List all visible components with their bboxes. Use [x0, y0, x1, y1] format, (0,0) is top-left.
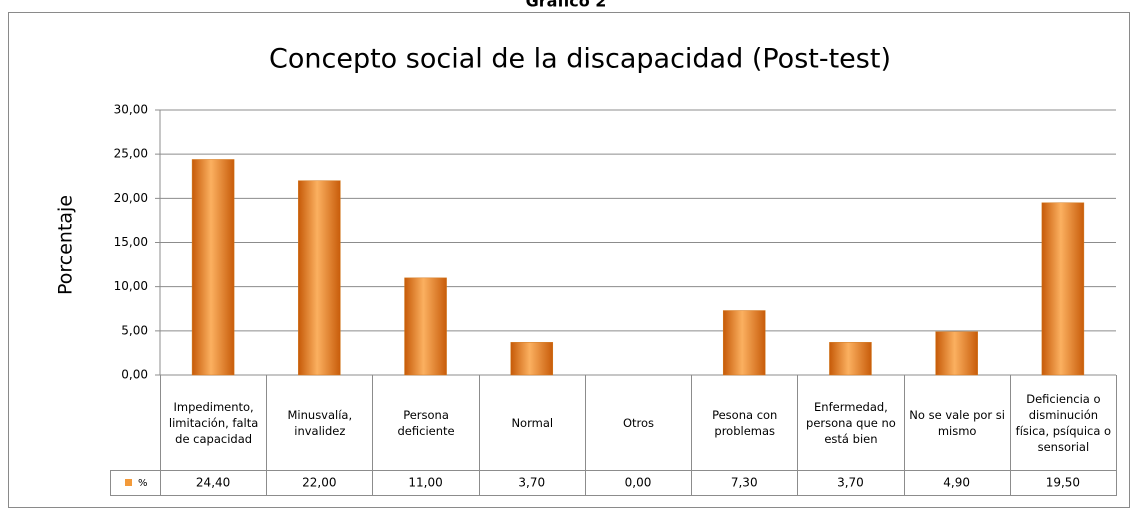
y-tick-label: 30,00 [114, 103, 148, 117]
header: Gráfico 2 [526, 0, 607, 11]
bar [722, 310, 766, 376]
bar [298, 180, 341, 376]
bar [404, 277, 447, 376]
value-label: 19,50 [1046, 476, 1080, 490]
value-label: 22,00 [302, 476, 336, 490]
value-label: 3,70 [837, 476, 864, 490]
x-tick-label: Deficiencia o disminución física, psíqui… [1015, 392, 1112, 454]
legend-label: % [138, 478, 148, 489]
bar [935, 331, 978, 376]
y-tick-label: 5,00 [121, 323, 148, 337]
x-tick-label: Minusvalía, invalidez [287, 408, 353, 438]
value-label: 11,00 [408, 476, 442, 490]
value-label: 3,70 [518, 476, 545, 490]
value-label: 7,30 [731, 476, 758, 490]
x-tick-label: Normal [511, 416, 554, 430]
chart-title: Concepto social de la discapacidad (Post… [269, 44, 891, 75]
x-tick-label: Impedimento, limitación, falta de capaci… [168, 400, 259, 446]
y-tick-label: 0,00 [121, 368, 148, 382]
x-tick-label: Enfermedad, persona que no está bien [806, 400, 896, 446]
chart-border [8, 12, 1130, 508]
x-tick-label: Persona deficiente [397, 408, 455, 438]
value-label: 24,40 [196, 476, 230, 490]
x-tick-label: Pesona con problemas [712, 408, 778, 438]
y-tick-label: 10,00 [114, 279, 148, 293]
x-tick-label: No se vale por si mismo [909, 408, 1005, 438]
y-axis-label: Porcentaje [55, 195, 77, 295]
bar [1041, 202, 1085, 376]
bar [829, 342, 872, 376]
value-label: 0,00 [625, 476, 652, 490]
legend-key [125, 479, 132, 486]
y-tick-label: 15,00 [114, 235, 148, 249]
y-tick-label: 20,00 [114, 191, 148, 205]
value-label: 4,90 [943, 476, 970, 490]
bar [510, 342, 554, 376]
y-tick-label: 25,00 [114, 147, 148, 161]
bar [191, 159, 235, 376]
x-tick-label: Otros [622, 416, 655, 430]
